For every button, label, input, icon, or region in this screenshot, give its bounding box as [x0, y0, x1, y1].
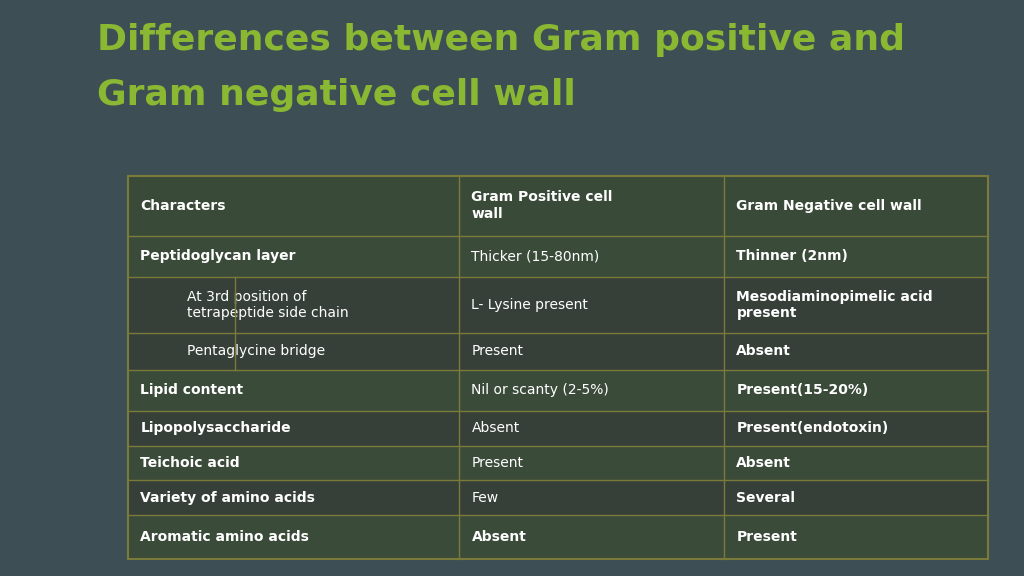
Bar — [459, 332, 724, 370]
Text: Absent: Absent — [736, 344, 792, 358]
Text: Thicker (15-80nm): Thicker (15-80nm) — [471, 249, 600, 263]
Bar — [128, 411, 459, 446]
Text: Gram negative cell wall: Gram negative cell wall — [97, 78, 577, 112]
Text: At 3rd position of
tetrapeptide side chain: At 3rd position of tetrapeptide side cha… — [187, 290, 349, 320]
Text: Lipid content: Lipid content — [140, 383, 244, 397]
Text: Mesodiaminopimelic acid
present: Mesodiaminopimelic acid present — [736, 290, 933, 320]
Text: Teichoic acid: Teichoic acid — [140, 456, 240, 470]
Bar — [128, 515, 459, 559]
Text: Pentaglycine bridge: Pentaglycine bridge — [187, 344, 326, 358]
Bar — [459, 411, 724, 446]
Bar — [724, 480, 988, 515]
Text: Present: Present — [471, 344, 523, 358]
Text: Variety of amino acids: Variety of amino acids — [140, 491, 315, 505]
Bar — [459, 176, 724, 236]
Bar — [128, 176, 459, 236]
Bar — [724, 370, 988, 411]
Text: Peptidoglycan layer: Peptidoglycan layer — [140, 249, 296, 263]
Bar — [128, 332, 459, 370]
Text: Present: Present — [736, 530, 798, 544]
Bar — [724, 277, 988, 332]
Text: Differences between Gram positive and: Differences between Gram positive and — [97, 23, 905, 57]
Text: L- Lysine present: L- Lysine present — [471, 298, 589, 312]
Bar — [724, 236, 988, 277]
Bar — [128, 277, 459, 332]
Bar — [724, 332, 988, 370]
Bar — [128, 446, 459, 480]
Bar — [459, 480, 724, 515]
Text: Gram Positive cell
wall: Gram Positive cell wall — [471, 190, 612, 221]
Bar — [459, 370, 724, 411]
Text: Several: Several — [736, 491, 796, 505]
Text: Absent: Absent — [471, 530, 526, 544]
Text: Present: Present — [471, 456, 523, 470]
Bar — [128, 370, 459, 411]
Bar — [459, 277, 724, 332]
Bar — [128, 236, 459, 277]
Text: Present(15-20%): Present(15-20%) — [736, 383, 868, 397]
Bar — [459, 515, 724, 559]
Text: Aromatic amino acids: Aromatic amino acids — [140, 530, 309, 544]
Text: Few: Few — [471, 491, 499, 505]
Bar — [724, 411, 988, 446]
Text: Thinner (2nm): Thinner (2nm) — [736, 249, 848, 263]
Bar — [459, 236, 724, 277]
Bar — [724, 176, 988, 236]
Bar — [128, 480, 459, 515]
Bar — [724, 446, 988, 480]
Text: Lipopolysaccharide: Lipopolysaccharide — [140, 422, 291, 435]
Text: Present(endotoxin): Present(endotoxin) — [736, 422, 889, 435]
Text: Gram Negative cell wall: Gram Negative cell wall — [736, 199, 922, 213]
Bar — [128, 176, 988, 559]
Bar — [724, 515, 988, 559]
Bar — [459, 446, 724, 480]
Text: Characters: Characters — [140, 199, 225, 213]
Text: Absent: Absent — [736, 456, 792, 470]
Text: Nil or scanty (2-5%): Nil or scanty (2-5%) — [471, 383, 609, 397]
Text: Absent: Absent — [471, 422, 520, 435]
